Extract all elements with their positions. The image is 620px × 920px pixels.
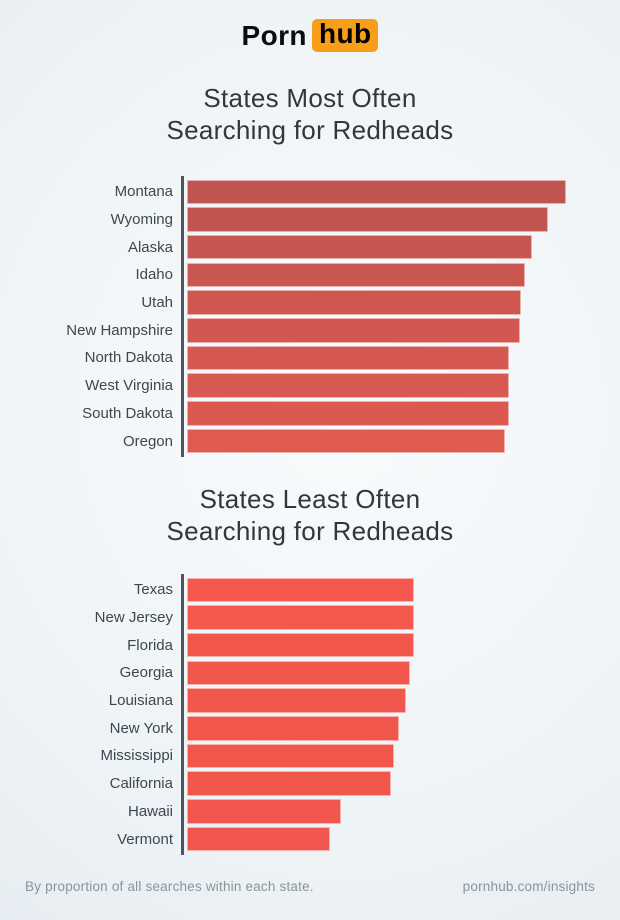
bar-hawaii xyxy=(187,799,341,824)
bar-row: Montana xyxy=(0,178,620,206)
bar-label-utah: Utah xyxy=(141,294,173,312)
bar-texas xyxy=(187,577,414,603)
bar-mississippi xyxy=(187,743,394,769)
bar-track xyxy=(182,179,620,205)
bar-track xyxy=(182,428,620,454)
bar-track xyxy=(182,577,620,603)
chart1-title-line1: States Most Often xyxy=(203,83,417,113)
bar-track xyxy=(182,605,620,630)
bar-track xyxy=(182,373,620,398)
bar-label-new-hampshire: New Hampshire xyxy=(66,321,173,339)
bar-row: Oregon xyxy=(0,427,620,455)
bar-label-south-dakota: South Dakota xyxy=(82,404,173,422)
bar-row: Florida xyxy=(0,631,620,659)
bar-row: Vermont xyxy=(0,825,620,853)
chart2-plot-area: Texas New Jersey Florida Georgia Louisiana Ne… xyxy=(0,574,620,855)
bar-track xyxy=(182,688,620,713)
bar-row: California xyxy=(0,770,620,798)
bar-montana xyxy=(187,179,566,205)
bar-new-hampshire xyxy=(187,318,521,343)
bar-utah xyxy=(187,290,521,315)
chart1-title: States Most Often Searching for Redheads xyxy=(0,82,620,146)
bar-label-wyoming: Wyoming xyxy=(110,211,173,229)
bar-label-west-virginia: West Virginia xyxy=(85,377,173,395)
bar-louisiana xyxy=(187,688,407,713)
chart2-title-line2: Searching for Redheads xyxy=(166,516,454,546)
bar-track xyxy=(182,207,620,232)
bar-row: New York xyxy=(0,714,620,742)
bar-row: Idaho xyxy=(0,261,620,289)
chart2-title-line1: States Least Often xyxy=(199,484,421,514)
bar-row: Alaska xyxy=(0,233,620,261)
footer-note: By proportion of all searches within eac… xyxy=(25,879,314,894)
bar-north-dakota xyxy=(187,345,510,371)
chart1-most-often: Montana Wyoming Alaska Idaho Utah New Hampshi… xyxy=(0,176,620,457)
footer: By proportion of all searches within eac… xyxy=(25,879,595,894)
pornhub-logo: Porn hub xyxy=(0,19,620,52)
bar-label-florida: Florida xyxy=(127,636,173,654)
logo-hub-badge: hub xyxy=(311,19,379,52)
bar-track xyxy=(182,771,620,796)
footer-insights-url: pornhub.com/insights xyxy=(462,879,595,894)
bar-track xyxy=(182,826,620,852)
bar-row: Wyoming xyxy=(0,206,620,234)
bar-track xyxy=(182,234,620,260)
bar-new-york xyxy=(187,716,399,741)
bar-row: West Virginia xyxy=(0,372,620,400)
bar-west-virginia xyxy=(187,373,510,398)
bar-track xyxy=(182,290,620,315)
bar-row: Texas xyxy=(0,576,620,604)
bar-track xyxy=(182,716,620,741)
bar-california xyxy=(187,771,391,796)
bar-label-louisiana: Louisiana xyxy=(108,692,173,710)
chart1-title-line2: Searching for Redheads xyxy=(166,115,454,145)
bar-oregon xyxy=(187,428,505,454)
bar-row: Georgia xyxy=(0,659,620,687)
bar-label-alaska: Alaska xyxy=(127,238,173,256)
bar-label-vermont: Vermont xyxy=(117,830,173,848)
bar-label-california: California xyxy=(109,775,173,793)
bar-track xyxy=(182,345,620,371)
bar-row: Louisiana xyxy=(0,687,620,715)
bar-row: New Hampshire xyxy=(0,316,620,344)
bar-label-georgia: Georgia xyxy=(119,664,173,682)
bar-label-montana: Montana xyxy=(114,183,173,201)
bar-south-dakota xyxy=(187,401,510,426)
bar-vermont xyxy=(187,826,330,852)
bar-track xyxy=(182,632,620,658)
bar-wyoming xyxy=(187,207,549,232)
bar-label-mississippi: Mississippi xyxy=(100,747,173,765)
bar-row: Utah xyxy=(0,289,620,317)
bar-track xyxy=(182,318,620,343)
chart2-title: States Least Often Searching for Redhead… xyxy=(0,483,620,547)
bar-track xyxy=(182,799,620,824)
bar-label-oregon: Oregon xyxy=(122,432,173,450)
bar-row: New Jersey xyxy=(0,604,620,632)
bar-florida xyxy=(187,632,414,658)
bar-track xyxy=(182,743,620,769)
bar-track xyxy=(182,262,620,288)
bar-label-north-dakota: North Dakota xyxy=(84,349,173,367)
bar-georgia xyxy=(187,660,410,686)
bar-track xyxy=(182,660,620,686)
chart1-plot-area: Montana Wyoming Alaska Idaho Utah New Hampshi… xyxy=(0,176,620,457)
chart2-least-often: Texas New Jersey Florida Georgia Louisiana Ne… xyxy=(0,574,620,855)
bar-new-jersey xyxy=(187,605,414,630)
bar-row: Mississippi xyxy=(0,742,620,770)
bar-label-idaho: Idaho xyxy=(135,266,173,284)
bar-idaho xyxy=(187,262,526,288)
bar-row: Hawaii xyxy=(0,798,620,826)
bar-label-hawaii: Hawaii xyxy=(127,802,173,820)
bar-label-new-jersey: New Jersey xyxy=(94,609,173,627)
bar-track xyxy=(182,401,620,426)
bar-label-texas: Texas xyxy=(133,581,173,599)
bar-row: North Dakota xyxy=(0,344,620,372)
bar-label-new-york: New York xyxy=(109,719,173,737)
bar-alaska xyxy=(187,234,532,260)
bar-row: South Dakota xyxy=(0,400,620,428)
logo-text-porn: Porn xyxy=(241,19,307,51)
